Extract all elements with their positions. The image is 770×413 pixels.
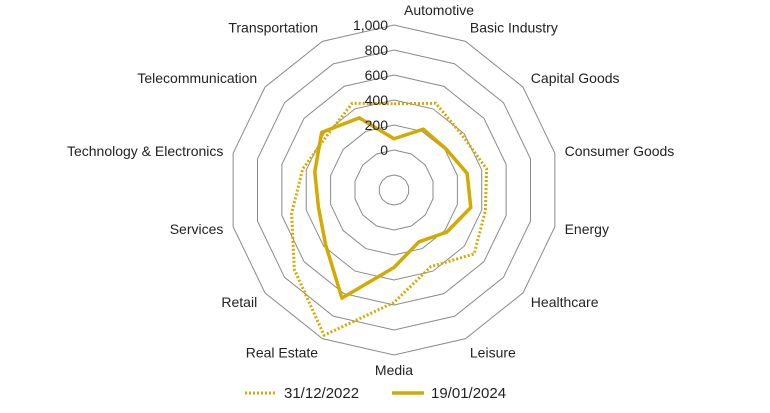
grid-ring [330,124,458,256]
grid-ring [257,49,531,331]
legend-label-series-1: 31/12/2022 [284,385,359,402]
category-label: Consumer Goods [565,143,675,159]
category-label: Capital Goods [531,70,620,86]
tick-label: 200 [365,117,389,133]
tick-label: 0 [380,142,388,158]
series-line-2 [313,116,473,300]
tick-label: 800 [365,42,389,58]
category-label: Media [375,362,413,378]
grid-ring [232,24,556,356]
category-label: Technology & Electronics [67,143,223,159]
tick-label: 400 [365,92,389,108]
category-label: Services [170,221,224,237]
category-label: Real Estate [246,345,319,361]
tick-label: 1,000 [353,17,388,33]
category-label: Leisure [470,345,516,361]
tick-label: 600 [365,67,389,83]
category-label: Basic Industry [470,19,558,35]
radar-grid [232,24,556,356]
grid-ring [354,149,434,231]
radar-series [290,101,489,337]
radial-tick-labels: 0 200 400 600 800 1,000 [353,17,388,158]
category-label: Retail [221,294,257,310]
series-line-1 [290,101,489,337]
grid-ring [378,174,410,206]
category-label: Telecommunication [137,70,257,86]
category-label: Transportation [228,19,318,35]
category-label: Healthcare [531,294,599,310]
category-label: Automotive [404,2,474,18]
legend-label-series-2: 19/01/2024 [431,385,506,402]
legend: 31/12/2022 19/01/2024 [245,385,506,402]
category-label: Energy [565,221,609,237]
grid-ring [281,74,507,306]
